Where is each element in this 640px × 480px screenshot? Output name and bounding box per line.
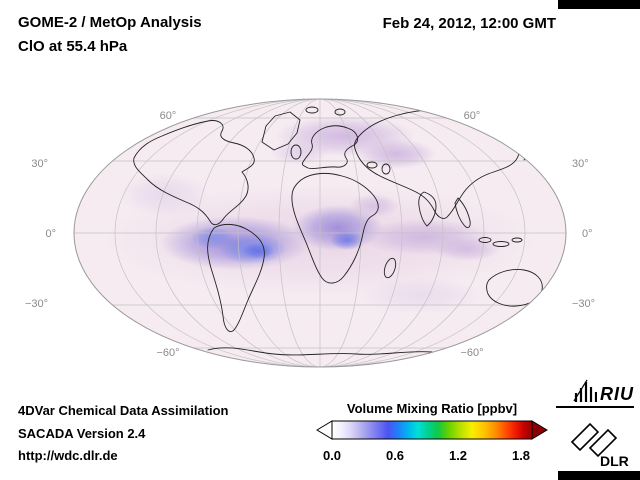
lat-label-0-right: 0°: [582, 228, 593, 240]
colorbar-tick-2: 1.2: [448, 448, 468, 463]
riu-logo-text: RIU: [600, 384, 634, 404]
colorbar-tick-1: 0.6: [385, 448, 405, 463]
lat-label-m60-left: −60°: [156, 347, 179, 359]
lat-label-m30-left: −30°: [25, 298, 48, 310]
colorbar-gradient: [331, 420, 533, 440]
colorbar-right-arrow: [531, 420, 548, 440]
graticule: [74, 99, 566, 367]
plot-subtitle: ClO at 55.4 hPa: [18, 38, 128, 55]
colorbar-tick-0: 0.0: [322, 448, 342, 463]
footer-version-label: SACADA Version 2.4: [18, 426, 146, 441]
lat-label-m30-right: −30°: [572, 298, 595, 310]
plot-title: GOME-2 / MetOp Analysis: [18, 14, 202, 31]
colorbar-tick-3: 1.8: [511, 448, 531, 463]
colorbar: Volume Mixing Ratio [ppbv]: [316, 401, 548, 464]
footer-assimilation-label: 4DVar Chemical Data Assimilation: [18, 403, 229, 418]
dlr-logo: DLR: [564, 412, 634, 470]
clo-field-overlay: [105, 116, 535, 313]
colorbar-scale: [316, 420, 548, 440]
lat-label-m60-right: −60°: [460, 347, 483, 359]
footer-url: http://wdc.dlr.de: [18, 448, 118, 463]
lat-label-30-right: 30°: [572, 158, 589, 170]
colorbar-title: Volume Mixing Ratio [ppbv]: [346, 401, 518, 416]
latitude-labels: 60° 60° 30° 0° −30° 30° 0° −30° −60° −60…: [25, 110, 595, 359]
lat-label-30-left: 30°: [31, 158, 48, 170]
riu-logo-rule: [556, 406, 634, 408]
colorbar-left-arrow: [316, 420, 333, 440]
dlr-logo-text: DLR: [600, 453, 629, 469]
lat-label-0-left: 0°: [45, 228, 56, 240]
riu-logo: RIU: [556, 377, 634, 408]
lat-label-60-right: 60°: [464, 110, 481, 122]
plot-datetime: Feb 24, 2012, 12:00 GMT: [382, 15, 556, 32]
lat-label-60-left: 60°: [160, 110, 177, 122]
globe-outline: [73, 98, 567, 368]
bottom-right-black-bar: [558, 471, 640, 480]
colorbar-ticks: 0.0 0.6 1.2 1.8: [316, 448, 548, 464]
top-right-black-bar: [558, 0, 640, 9]
riu-antenna-icon: [573, 379, 597, 402]
dlr-logo-graphic: DLR: [570, 422, 629, 469]
